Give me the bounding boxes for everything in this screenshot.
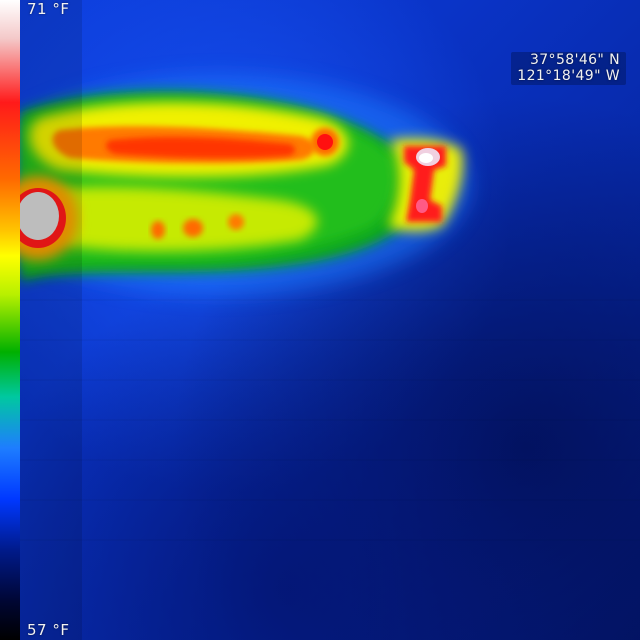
temperature-color-scale — [0, 0, 20, 640]
max-temperature-label: 71 °F — [27, 0, 70, 18]
longitude-readout: 121°18'49" W — [517, 68, 620, 84]
latitude-readout: 37°58'46" N — [529, 52, 620, 68]
gps-coordinates: 37°58'46" N 121°18'49" W — [511, 52, 626, 85]
min-temperature-label: 57 °F — [27, 621, 70, 639]
scale-shade-column — [20, 0, 82, 640]
